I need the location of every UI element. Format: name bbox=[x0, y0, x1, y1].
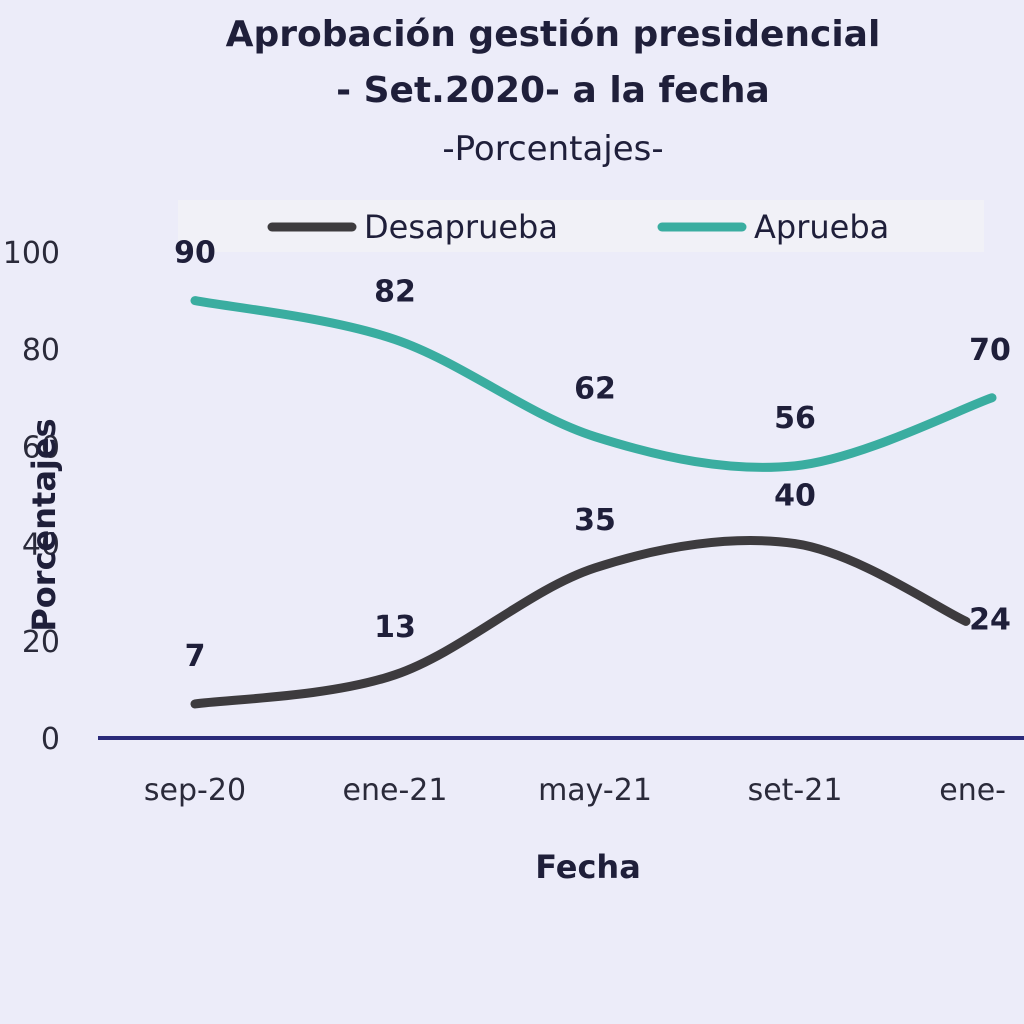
data-label-aprueba: 62 bbox=[574, 372, 616, 407]
data-label-aprueba: 70 bbox=[969, 333, 1011, 368]
y-tick-label: 80 bbox=[22, 333, 60, 368]
y-tick-label: 60 bbox=[22, 430, 60, 465]
data-label-desaprueba: 40 bbox=[774, 479, 816, 514]
x-axis-title: Fecha bbox=[535, 848, 641, 886]
y-tick-label: 20 bbox=[22, 625, 60, 660]
data-labels: 7 13 35 40 24 90 82 62 56 70 bbox=[174, 236, 1011, 674]
y-tick-label: 40 bbox=[22, 528, 60, 563]
data-label-desaprueba: 24 bbox=[969, 602, 1011, 637]
y-axis-ticks: 0 20 40 60 80 100 bbox=[3, 236, 60, 757]
x-tick-label: ene- bbox=[939, 773, 1006, 808]
y-axis-title: Porcentajes bbox=[25, 418, 63, 631]
x-tick-label: may-21 bbox=[538, 773, 652, 808]
legend-label-desaprueba: Desaprueba bbox=[364, 208, 558, 246]
data-label-desaprueba: 35 bbox=[574, 503, 616, 538]
legend-label-aprueba: Aprueba bbox=[754, 208, 889, 246]
series-lines bbox=[190, 296, 997, 709]
data-label-aprueba: 82 bbox=[374, 274, 416, 309]
x-tick-label: ene-21 bbox=[343, 773, 448, 808]
x-tick-label: set-21 bbox=[748, 773, 843, 808]
series-line-aprueba bbox=[190, 296, 997, 472]
chart-title-line2: - Set.2020- a la fecha bbox=[336, 70, 770, 111]
data-label-desaprueba: 13 bbox=[374, 610, 416, 645]
data-label-aprueba: 90 bbox=[174, 236, 216, 271]
data-label-aprueba: 56 bbox=[774, 401, 816, 436]
x-axis-ticks: sep-20 ene-21 may-21 set-21 ene- bbox=[144, 773, 1006, 808]
data-label-desaprueba: 7 bbox=[185, 639, 206, 674]
y-tick-label: 0 bbox=[41, 722, 60, 757]
series-line-desaprueba bbox=[190, 536, 971, 709]
chart-title-line1: Aprobación gestión presidencial bbox=[226, 14, 881, 55]
chart-subtitle: -Porcentajes- bbox=[442, 129, 663, 169]
legend: Desaprueba Aprueba bbox=[267, 208, 889, 246]
x-tick-label: sep-20 bbox=[144, 773, 246, 808]
y-tick-label: 100 bbox=[3, 236, 60, 271]
